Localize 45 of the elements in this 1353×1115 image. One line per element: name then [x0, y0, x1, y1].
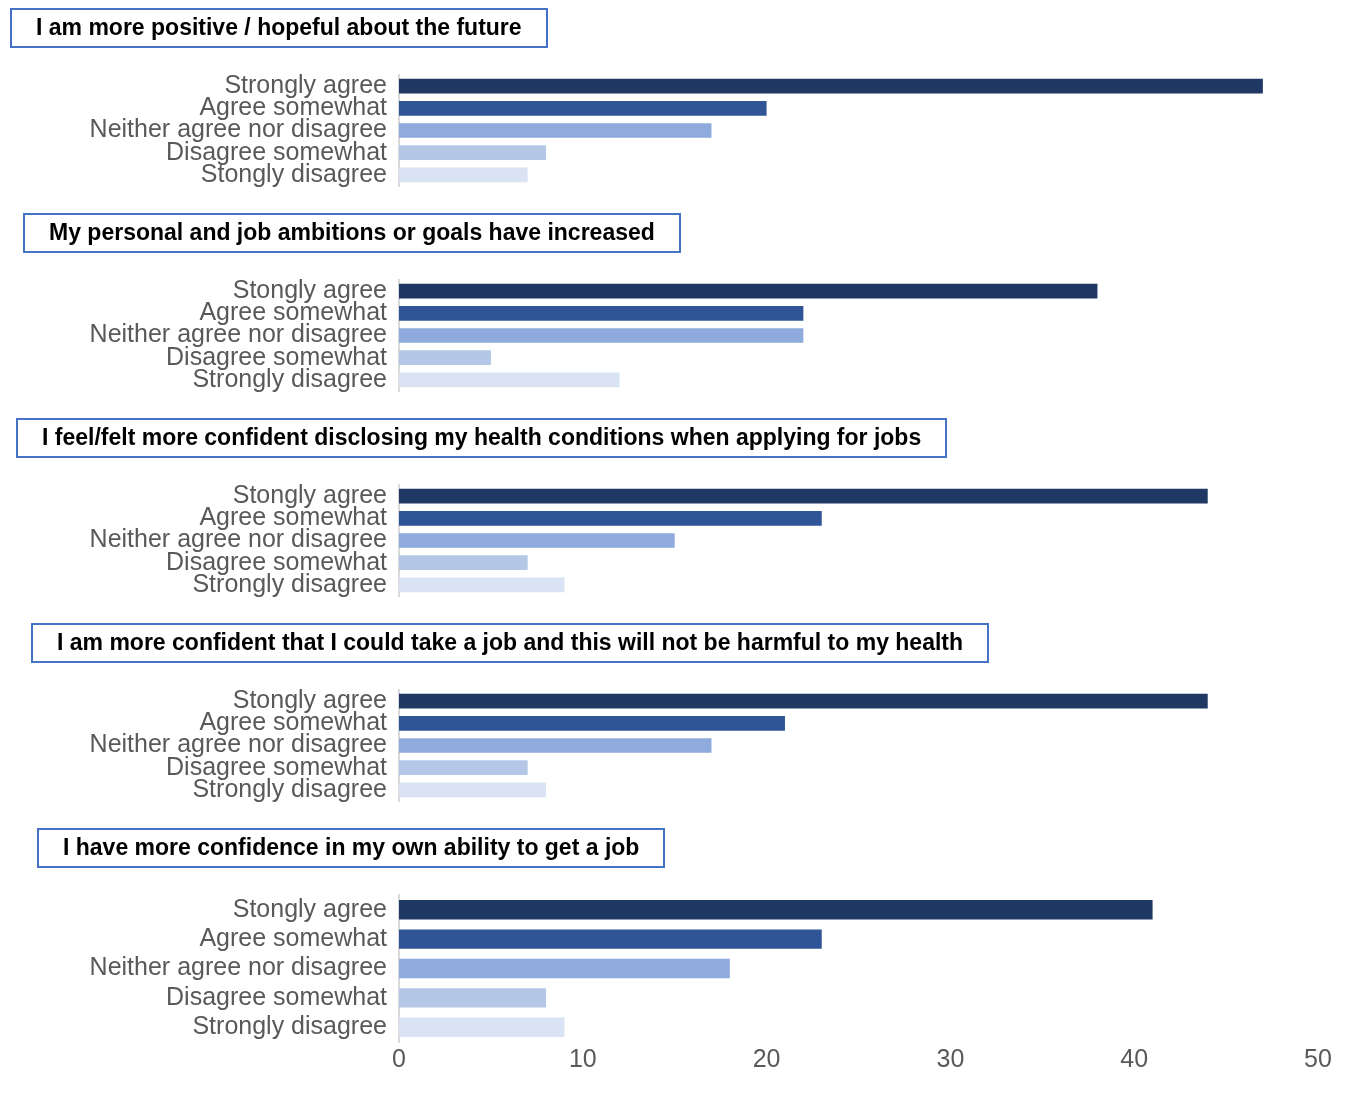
bar — [399, 488, 1208, 504]
bar — [399, 167, 528, 183]
bar — [399, 372, 620, 388]
bar — [399, 958, 730, 979]
y-tick-label: Stongly agree — [232, 274, 387, 303]
y-tick-label: Disagree somewhat — [166, 981, 388, 1010]
bar — [399, 900, 1153, 920]
bar — [399, 305, 804, 321]
bar — [399, 738, 712, 753]
bar — [399, 100, 767, 116]
y-tick-label: Neither agree nor disagree — [89, 952, 387, 981]
bar — [399, 123, 712, 138]
bar — [399, 782, 547, 798]
bar — [399, 78, 1263, 94]
bar — [399, 1017, 565, 1037]
bar — [399, 533, 675, 548]
bar — [399, 350, 491, 366]
bar — [399, 328, 804, 343]
bar — [399, 555, 528, 571]
chart-title: I have more confidence in my own ability to get a job — [37, 828, 666, 868]
chart-title: I am more confident that I could take a job and this will not be harmful to my health — [31, 623, 990, 663]
x-tick-label: 20 — [752, 1043, 781, 1072]
bar — [399, 510, 822, 526]
bar — [399, 693, 1208, 709]
x-tick-label: 30 — [936, 1043, 965, 1072]
bar — [399, 715, 785, 731]
y-tick-label: Agree somewhat — [199, 922, 388, 951]
x-tick-label: 10 — [568, 1043, 597, 1072]
bar — [399, 577, 565, 593]
x-tick-label: 0 — [392, 1043, 406, 1072]
chart-title: My personal and job ambitions or goals have increased — [23, 213, 681, 253]
chart-title: I am more positive / hopeful about the future — [10, 8, 548, 48]
y-tick-label: Stongly agree — [232, 479, 387, 508]
x-tick-label: 40 — [1120, 1043, 1149, 1072]
bar — [399, 760, 528, 776]
bar — [399, 929, 822, 949]
y-tick-label: Strongly disagree — [192, 1011, 387, 1040]
y-tick-label: Stongly agree — [232, 893, 387, 922]
chart-title: I feel/felt more confident disclosing my health conditions when applying for jobs — [16, 418, 948, 458]
y-tick-label: Strongly agree — [224, 69, 387, 98]
x-tick-label: 50 — [1304, 1043, 1332, 1072]
bar — [399, 145, 547, 161]
y-tick-label: Stongly agree — [232, 684, 387, 713]
bar — [399, 988, 547, 1008]
bar — [399, 283, 1098, 299]
